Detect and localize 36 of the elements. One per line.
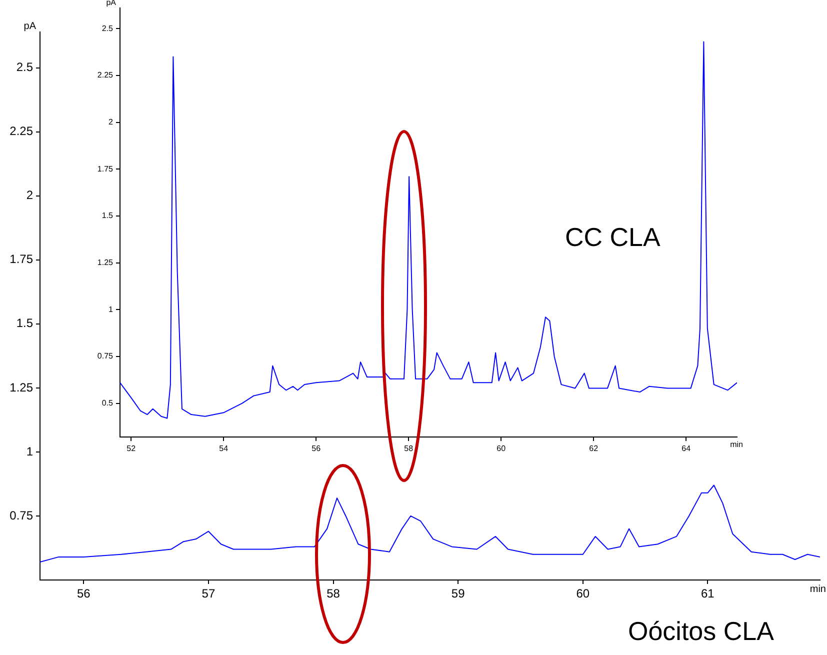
y-tick-label: 1 (108, 304, 114, 314)
y-tick-label: 1.75 (10, 252, 34, 266)
y-axis-title: pA (106, 0, 117, 8)
y-axis-title: pA (24, 20, 36, 32)
x-tick-label: 52 (126, 444, 136, 454)
y-tick-label: 2 (108, 117, 114, 126)
x-axis-title: min (730, 440, 743, 450)
x-tick-label: 60 (496, 444, 506, 454)
y-tick-label: 0.5 (102, 398, 114, 408)
x-tick-label: 57 (202, 586, 216, 601)
y-tick-label: 2.5 (102, 24, 114, 33)
x-tick-label: 54 (219, 444, 229, 454)
x-tick-label: 64 (682, 444, 692, 454)
y-tick-label: 1 (26, 444, 34, 458)
y-tick-label: 2.5 (16, 60, 34, 74)
y-tick-label: 1.25 (97, 258, 114, 267)
y-tick-label: 1.5 (16, 316, 34, 330)
y-tick-label: 1.75 (97, 164, 114, 174)
x-tick-label: 61 (701, 586, 715, 601)
text: CC CLA (565, 222, 660, 253)
text: Oócitos CLA (628, 616, 774, 647)
y-tick-label: 1.25 (10, 380, 34, 394)
y-tick-label: 2.25 (97, 70, 114, 80)
y-tick-label: 2.25 (10, 124, 34, 138)
y-tick-label: 1.5 (102, 211, 114, 220)
x-tick-label: 59 (451, 586, 466, 601)
x-tick-label: 62 (589, 444, 599, 454)
x-axis-title: min (810, 584, 826, 595)
x-tick-label: 58 (326, 586, 340, 601)
y-tick-label: 2 (26, 188, 34, 202)
x-tick-label: 58 (404, 444, 414, 454)
x-tick-label: 60 (576, 586, 590, 601)
y-tick-label: 0.75 (10, 508, 34, 522)
x-tick-label: 56 (77, 586, 91, 601)
x-tick-label: 56 (312, 444, 322, 454)
y-tick-label: 0.75 (97, 352, 114, 361)
